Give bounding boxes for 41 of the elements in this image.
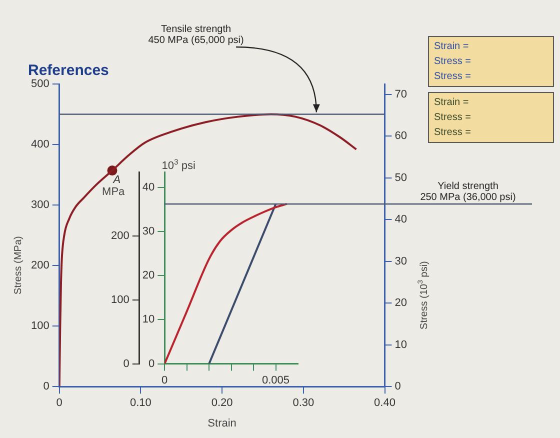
y-tick-label: 200 — [30, 260, 50, 272]
y2-tick-label: 60 — [394, 130, 408, 142]
y2-tick-label: 20 — [142, 270, 155, 282]
y2-tick-label: 10 — [394, 338, 408, 351]
y-tick-label: 0 — [123, 358, 130, 370]
text: Stress = — [434, 111, 472, 125]
y2-tick-label: 20 — [394, 297, 408, 310]
y-tick-label: 100 — [110, 294, 130, 306]
x-tick-label: 0 — [56, 397, 62, 410]
y2-tick-label: 30 — [142, 226, 155, 238]
x-tick-label: 0.005 — [262, 374, 290, 386]
line-series — [164, 202, 288, 364]
x-tick-label: 0.10 — [130, 397, 152, 410]
y2-tick-label: 50 — [394, 172, 408, 184]
x-tick-label: 0.40 — [374, 397, 396, 410]
line-series — [59, 113, 358, 387]
y2-tick-label: 0 — [148, 358, 155, 370]
x-tick-label: 0.20 — [211, 397, 233, 410]
y-axis-title: MPa — [102, 186, 126, 198]
x-tick-label: 0.30 — [292, 397, 314, 410]
y2-tick-label: 70 — [394, 88, 408, 100]
chart-title: References — [28, 62, 109, 80]
text: Stress = — [434, 70, 472, 84]
y2-tick-label: 10 — [142, 314, 155, 326]
ref-line-label: Yield strength 250 MPa (36,000 psi) — [420, 180, 516, 203]
x-axis-title: Strain — [208, 417, 236, 430]
y-axis-title: Stress (MPa) — [12, 236, 24, 294]
text: Stress = — [434, 55, 472, 69]
y2-tick-label: 30 — [394, 255, 408, 268]
y2-tick-label: 40 — [142, 181, 155, 194]
y-tick-label: 500 — [30, 78, 50, 90]
text: Strain = — [434, 96, 470, 110]
text: Stress = — [434, 126, 472, 140]
series-label: A — [112, 174, 121, 186]
y-tick-label: 200 — [110, 230, 130, 242]
ref-line-label: Tensile strength 450 MPa (65,000 psi) — [148, 24, 244, 46]
y-tick-label: 400 — [30, 138, 50, 151]
y-tick-label: 100 — [30, 320, 50, 332]
text: Strain = — [434, 40, 470, 54]
y-tick-label: 300 — [30, 199, 50, 212]
y2-tick-label: 40 — [394, 214, 408, 226]
